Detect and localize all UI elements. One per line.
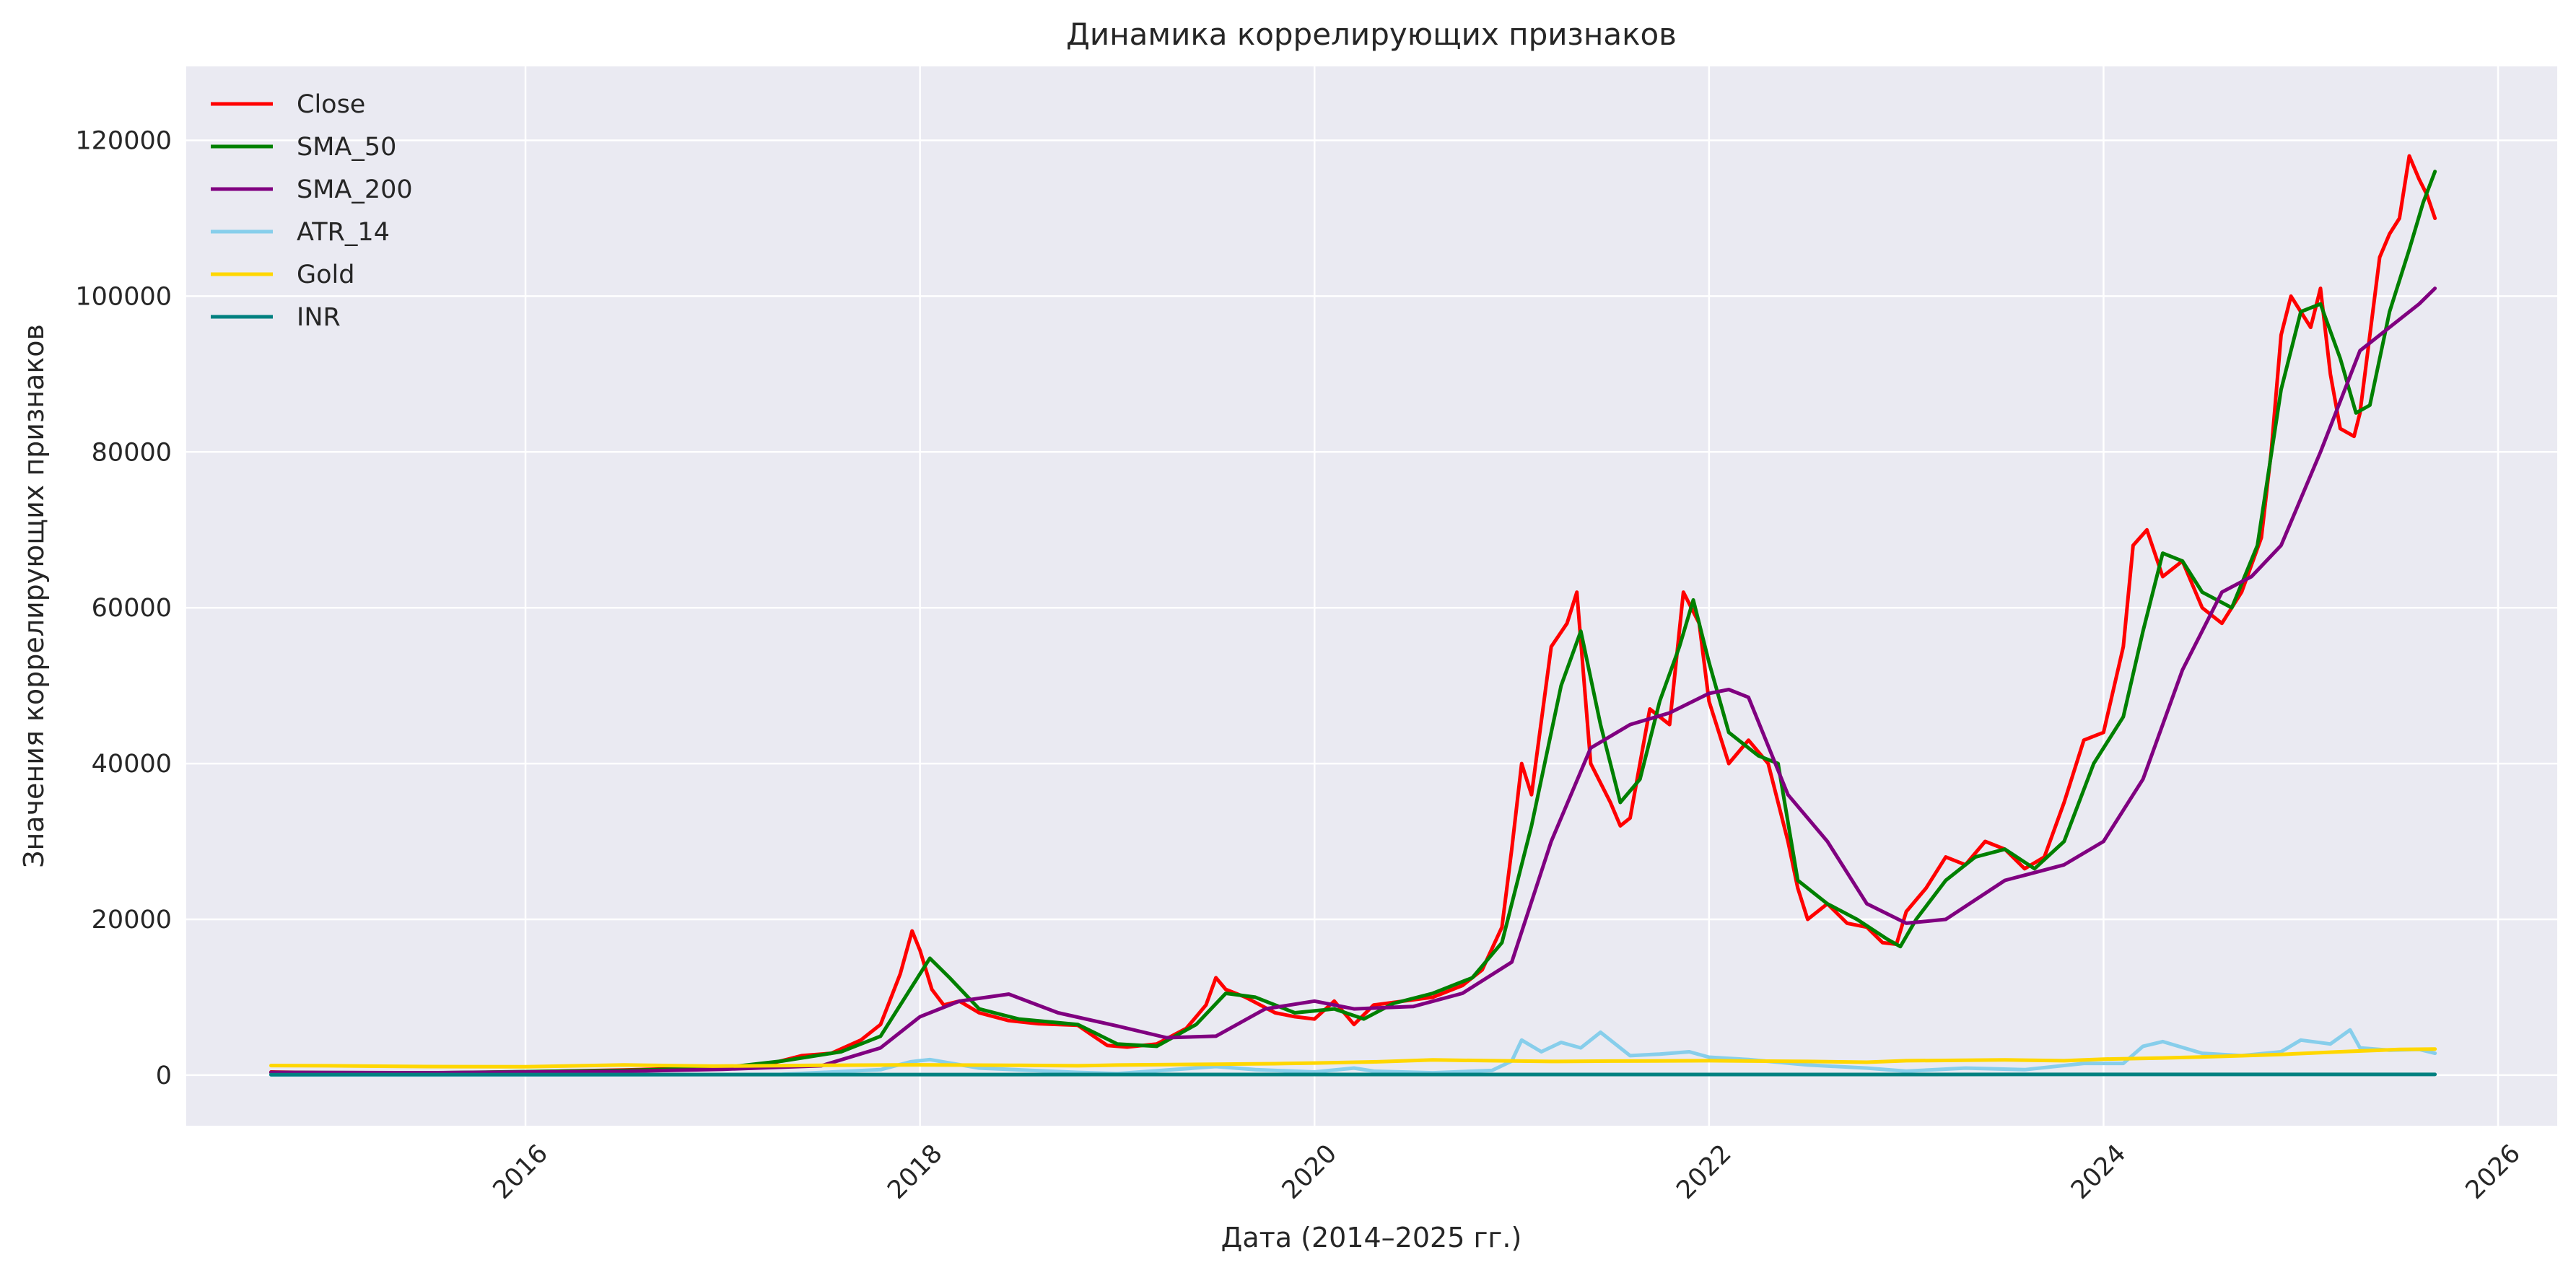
x-tick-label: 2020	[1277, 1139, 1342, 1205]
x-tick-label: 2022	[1671, 1139, 1737, 1205]
legend-label-inr: INR	[297, 303, 341, 332]
legend-label-gold: Gold	[297, 261, 354, 289]
x-gridlines	[524, 66, 2499, 1126]
y-tick-label: 80000	[92, 438, 172, 467]
series-line-sma-200	[269, 286, 2437, 1075]
x-tick-label: 2026	[2461, 1139, 2526, 1205]
plot-background	[186, 66, 2557, 1126]
y-tick-label: 40000	[92, 750, 172, 779]
y-tick-labels: 0 20000 40000 60000 80000 100000 120000	[75, 127, 172, 1090]
legend: Close SMA_50 SMA_200 ATR_14 Gold INR	[211, 90, 413, 332]
y-tick-label: 60000	[92, 594, 172, 623]
legend-label-close: Close	[297, 90, 365, 119]
series-layer	[269, 154, 2437, 1077]
series-line-sma-50	[269, 170, 2437, 1075]
y-tick-label: 0	[156, 1062, 172, 1090]
x-tick-labels: 2016 2018 2020 2022 2024 2026	[488, 1139, 2526, 1205]
legend-label-sma-200: SMA_200	[297, 175, 413, 204]
legend-label-atr-14: ATR_14	[297, 218, 390, 247]
y-axis-label: Значения коррелирующих признаков	[18, 324, 50, 868]
y-tick-label: 20000	[92, 906, 172, 935]
chart-title: Динамика коррелирующих признаков	[1066, 17, 1677, 52]
x-axis-label: Дата (2014–2025 гг.)	[1221, 1222, 1522, 1253]
y-tick-label: 120000	[75, 127, 172, 156]
x-tick-label: 2024	[2066, 1139, 2131, 1205]
x-tick-label: 2018	[882, 1139, 948, 1205]
series-line-gold	[269, 1047, 2437, 1069]
y-tick-label: 100000	[75, 282, 172, 311]
legend-label-sma-50: SMA_50	[297, 133, 396, 162]
x-tick-label: 2016	[488, 1139, 554, 1205]
